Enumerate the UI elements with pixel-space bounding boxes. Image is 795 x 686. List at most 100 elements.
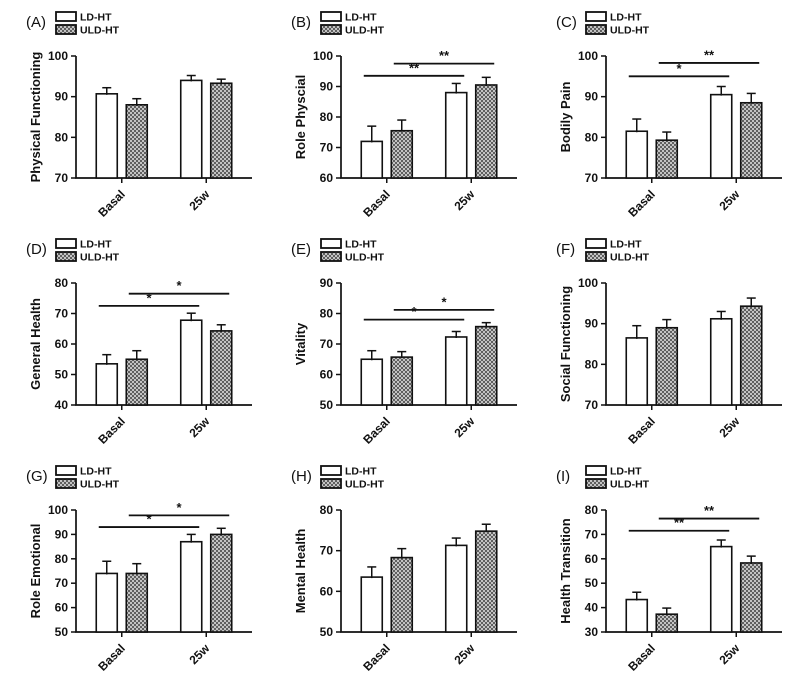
significance-label: * xyxy=(676,61,682,76)
bar-LD-HT-25w xyxy=(444,544,468,633)
bar-LD-HT-25w xyxy=(179,79,203,179)
y-axis-title: Health Transition xyxy=(558,518,573,624)
bar-ULD-HT-Basal xyxy=(390,356,414,406)
y-tick-label: 60 xyxy=(55,601,69,615)
y-tick-label: 40 xyxy=(55,398,69,412)
bar-ULD-HT-25w xyxy=(739,562,763,633)
y-tick-label: 90 xyxy=(55,527,69,541)
legend-label-LD-HT: LD-HT xyxy=(610,239,642,251)
bar-LD-HT-Basal xyxy=(625,598,649,633)
significance-label: * xyxy=(176,278,182,293)
y-tick-label: 80 xyxy=(585,503,599,517)
y-tick-label: 90 xyxy=(55,90,69,104)
legend-label-LD-HT: LD-HT xyxy=(345,239,377,251)
bar-ULD-HT-25w xyxy=(739,305,763,406)
panel-F: (F) LD-HT ULD-HT Social Functioning 70 80 90 10… xyxy=(530,227,795,454)
y-tick-label: 70 xyxy=(55,576,69,590)
bar-ULD-HT-Basal xyxy=(655,613,679,633)
bar-ULD-HT-Basal xyxy=(655,139,679,179)
y-tick-label: 80 xyxy=(585,130,599,144)
x-tick-label: Basal xyxy=(360,187,393,220)
y-axis-title: Vitality xyxy=(293,322,308,365)
bar-LD-HT-25w xyxy=(709,93,733,179)
y-tick-label: 100 xyxy=(578,276,598,290)
x-tick-label: 25w xyxy=(716,187,742,213)
legend-swatch-ULD-HT xyxy=(55,24,77,35)
panel-letter-G: (G) xyxy=(26,468,48,485)
bar-ULD-HT-Basal xyxy=(390,129,414,179)
y-tick-label: 40 xyxy=(585,601,599,615)
panel-D: (D) LD-HT ULD-HT General Health 40 50 60 70 80 Ba… xyxy=(0,227,265,454)
y-tick-label: 80 xyxy=(320,307,334,321)
y-tick-label: 70 xyxy=(55,307,69,321)
y-tick-label: 70 xyxy=(55,171,69,185)
y-tick-label: 70 xyxy=(585,527,599,541)
legend-swatch-LD-HT xyxy=(320,465,342,476)
legend-label-ULD-HT: ULD-HT xyxy=(610,252,650,264)
panel-letter-B: (B) xyxy=(291,14,311,31)
y-tick-label: 100 xyxy=(578,49,598,63)
y-tick-label: 80 xyxy=(585,357,599,371)
legend-swatch-ULD-HT xyxy=(585,24,607,35)
legend-swatch-LD-HT xyxy=(55,238,77,249)
bar-LD-HT-Basal xyxy=(360,358,384,406)
significance-label: * xyxy=(441,294,447,309)
x-tick-label: 25w xyxy=(451,187,477,213)
legend-swatch-ULD-HT xyxy=(55,251,77,262)
y-tick-label: 50 xyxy=(55,368,69,382)
x-tick-label: Basal xyxy=(95,187,128,220)
y-tick-label: 80 xyxy=(55,130,69,144)
y-tick-label: 60 xyxy=(55,337,69,351)
legend-swatch-LD-HT xyxy=(585,11,607,22)
legend-swatch-LD-HT xyxy=(585,238,607,249)
x-tick-label: 25w xyxy=(716,641,742,667)
legend-label-ULD-HT: ULD-HT xyxy=(80,252,120,264)
panel-H: (H) LD-HT ULD-HT Mental Health 50 60 70 80 Basal… xyxy=(265,454,530,681)
significance-label: * xyxy=(146,290,152,305)
significance-label: * xyxy=(176,500,182,515)
x-tick-label: 25w xyxy=(186,187,212,213)
legend-swatch-LD-HT xyxy=(585,465,607,476)
bar-LD-HT-Basal xyxy=(95,572,119,633)
legend-label-ULD-HT: ULD-HT xyxy=(610,25,650,37)
legend-label-ULD-HT: ULD-HT xyxy=(345,479,385,491)
bar-ULD-HT-25w xyxy=(474,325,498,406)
significance-label: * xyxy=(146,512,152,527)
x-tick-label: Basal xyxy=(95,414,128,447)
y-tick-label: 60 xyxy=(585,552,599,566)
x-tick-label: Basal xyxy=(360,641,393,674)
y-tick-label: 50 xyxy=(320,398,334,412)
x-tick-label: 25w xyxy=(451,641,477,667)
significance-label: * xyxy=(411,304,417,319)
y-tick-label: 100 xyxy=(48,49,68,63)
legend-swatch-ULD-HT xyxy=(585,251,607,262)
y-tick-label: 70 xyxy=(585,398,599,412)
bar-ULD-HT-25w xyxy=(209,82,233,179)
y-tick-label: 70 xyxy=(320,544,334,558)
y-axis-title: General Health xyxy=(28,298,43,390)
bar-ULD-HT-25w xyxy=(209,330,233,406)
y-axis-title: Physical Functioning xyxy=(28,52,43,183)
x-tick-label: 25w xyxy=(451,414,477,440)
x-tick-label: Basal xyxy=(625,414,658,447)
panel-letter-I: (I) xyxy=(556,468,570,485)
bar-LD-HT-25w xyxy=(444,91,468,179)
bar-LD-HT-Basal xyxy=(360,576,384,633)
panel-letter-H: (H) xyxy=(291,468,312,485)
bar-LD-HT-Basal xyxy=(95,363,119,406)
y-tick-label: 90 xyxy=(585,90,599,104)
legend-label-LD-HT: LD-HT xyxy=(80,12,112,24)
y-tick-label: 30 xyxy=(585,625,599,639)
y-axis-title: Role Emotional xyxy=(28,524,43,619)
significance-label: ** xyxy=(409,60,420,75)
panel-I: (I) LD-HT ULD-HT Health Transition 30 40 50 60 7… xyxy=(530,454,795,681)
x-tick-label: Basal xyxy=(625,187,658,220)
y-tick-label: 80 xyxy=(55,552,69,566)
y-tick-label: 70 xyxy=(320,141,334,155)
significance-label: ** xyxy=(674,515,685,530)
y-tick-label: 60 xyxy=(320,171,334,185)
